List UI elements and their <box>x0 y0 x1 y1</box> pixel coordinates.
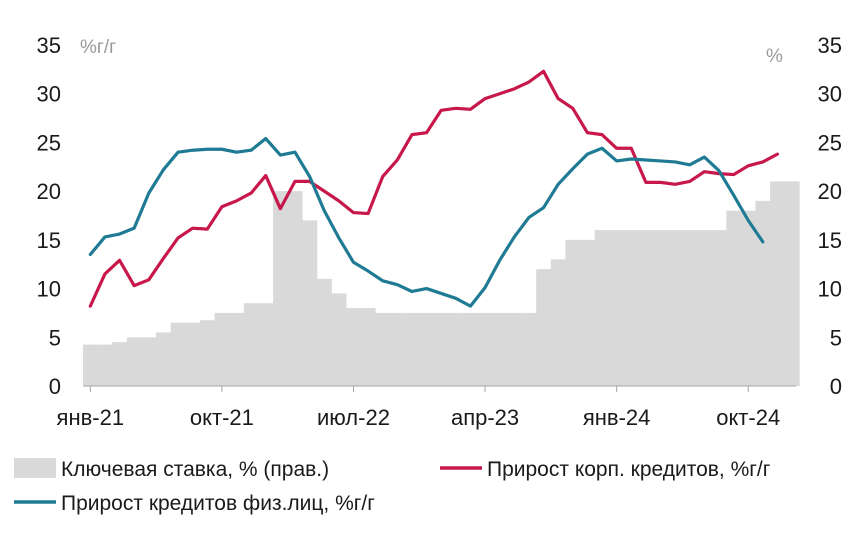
key-rate-bar <box>404 312 420 386</box>
key-rate-bar <box>565 239 581 386</box>
key-rate-bar <box>199 320 215 386</box>
left-axis-unit: %г/г <box>80 37 116 58</box>
key-rate-bar <box>287 191 303 386</box>
key-rate-bar <box>506 312 522 386</box>
key-rate-bar <box>653 230 669 386</box>
x-axis: янв-21 окт-21 июл-22 апр-23 янв-24 окт-24 <box>57 385 796 430</box>
key-rate-bar <box>316 278 332 386</box>
key-rate-bar <box>97 344 113 386</box>
key-rate-bar <box>360 308 376 386</box>
key-rate-bar <box>126 337 142 386</box>
key-rate-bar <box>463 312 479 386</box>
right-axis-tick: 35 <box>818 33 842 58</box>
key-rate-bar <box>492 312 508 386</box>
x-axis-tick-label: окт-21 <box>190 405 254 430</box>
key-rate-bar <box>682 230 698 386</box>
key-rate-bar <box>711 230 727 386</box>
key-rate-bar <box>243 303 259 386</box>
right-axis-tick: 0 <box>830 374 842 399</box>
left-axis-tick: 35 <box>37 33 61 58</box>
key-rate-bar <box>536 269 552 386</box>
left-axis-tick: 15 <box>37 228 61 253</box>
key-rate-bar <box>419 312 435 386</box>
key-rate-bar <box>755 200 771 386</box>
right-axis-tick: 30 <box>818 82 842 107</box>
legend-label-key-rate: Ключевая ставка, % (прав.) <box>61 458 329 481</box>
key-rate-bar <box>726 210 742 386</box>
growth-lines <box>88 69 780 308</box>
left-axis: 0 5 10 15 20 25 30 35 <box>37 33 61 399</box>
key-rate-bar <box>433 312 449 386</box>
key-rate-bar <box>214 312 230 386</box>
legend-label-retail: Прирост кредитов физ.лиц, %г/г <box>61 492 375 515</box>
key-rate-bar <box>550 259 566 386</box>
left-axis-tick: 5 <box>49 325 61 350</box>
key-rate-bar <box>448 312 464 386</box>
right-axis-tick: 20 <box>818 179 842 204</box>
key-rate-bar <box>346 308 362 386</box>
x-axis-tick-label: янв-24 <box>583 405 651 430</box>
key-rate-bar <box>302 220 318 386</box>
key-rate-bar <box>375 312 391 386</box>
left-axis-tick: 30 <box>37 82 61 107</box>
key-rate-bar <box>156 332 172 386</box>
legend-label-corp: Прирост корп. кредитов, %г/г <box>487 458 771 481</box>
legend-item-retail: Прирост кредитов физ.лиц, %г/г <box>14 492 375 515</box>
key-rate-bar <box>594 230 610 386</box>
left-axis-tick: 0 <box>49 374 61 399</box>
key-rate-bar <box>667 230 683 386</box>
right-axis-unit: % <box>766 46 783 67</box>
key-rate-bar <box>273 191 288 386</box>
legend: Ключевая ставка, % (прав.) Прирост корп.… <box>14 458 771 515</box>
key-rate-bars <box>83 181 800 386</box>
key-rate-bar <box>83 344 98 386</box>
x-axis-tick-label: апр-23 <box>451 405 519 430</box>
key-rate-bar <box>141 337 157 386</box>
key-rate-bar <box>638 230 654 386</box>
key-rate-bar <box>390 312 405 386</box>
key-rate-bar <box>521 312 537 386</box>
key-rate-bar <box>697 230 712 386</box>
corp-loans-line <box>88 69 780 308</box>
legend-swatch-key-rate <box>14 458 56 478</box>
right-axis: 0 5 10 15 20 25 30 35 <box>818 33 842 399</box>
left-axis-tick: 25 <box>37 130 61 155</box>
x-axis-tick-label: июл-22 <box>317 405 390 430</box>
x-axis-tick-label: окт-24 <box>716 405 780 430</box>
key-rate-bar <box>609 230 625 386</box>
legend-item-corp: Прирост корп. кредитов, %г/г <box>440 458 771 481</box>
key-rate-bar <box>770 181 786 386</box>
key-rate-bar <box>258 303 274 386</box>
key-rate-bar <box>229 312 245 386</box>
legend-item-key-rate: Ключевая ставка, % (прав.) <box>14 458 329 481</box>
key-rate-bar <box>477 312 493 386</box>
key-rate-bar <box>170 322 186 386</box>
key-rate-bar <box>112 342 128 386</box>
key-rate-bar <box>580 239 595 386</box>
key-rate-bar <box>784 181 800 386</box>
key-rate-bar <box>623 230 639 386</box>
retail-loans-line <box>88 136 765 308</box>
left-axis-tick: 10 <box>37 277 61 302</box>
key-rate-bar <box>331 293 347 386</box>
right-axis-tick: 10 <box>818 277 842 302</box>
left-axis-tick: 20 <box>37 179 61 204</box>
key-rate-bar <box>740 210 756 386</box>
right-axis-tick: 25 <box>818 130 842 155</box>
x-axis-tick-label: янв-21 <box>57 405 125 430</box>
right-axis-tick: 5 <box>830 325 842 350</box>
right-axis-tick: 15 <box>818 228 842 253</box>
key-rate-bar <box>185 322 201 386</box>
